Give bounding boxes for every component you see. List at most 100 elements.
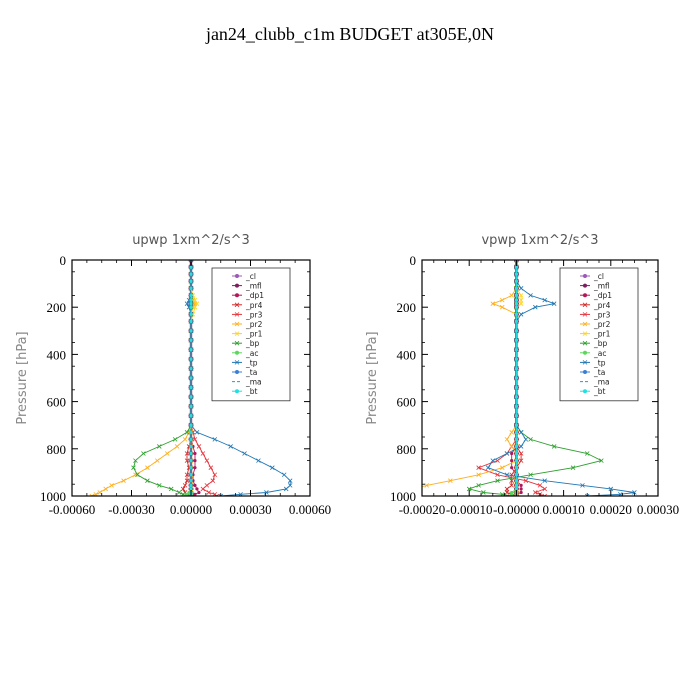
data-point (514, 302, 519, 306)
data-point (519, 490, 523, 495)
legend-entry: _ta (232, 368, 257, 377)
data-point (476, 483, 481, 488)
data-point (184, 451, 190, 456)
legend-label: _dp1 (593, 291, 612, 300)
data-point (584, 493, 590, 496)
data-point (189, 293, 193, 297)
data-point (103, 486, 108, 492)
data-point (189, 483, 193, 487)
data-point (518, 444, 524, 449)
legend-marker (235, 274, 239, 278)
data-point (514, 430, 519, 434)
legend-entry: _pr2 (232, 320, 263, 329)
legend-marker (583, 389, 587, 394)
legend-label: _pr3 (245, 310, 263, 319)
legend-entry: _pr3 (232, 310, 263, 319)
data-point (528, 293, 533, 298)
legend-entry: _mfl (580, 282, 610, 291)
data-point (193, 451, 197, 456)
legend-label: _pr1 (245, 330, 263, 339)
x-tick-label: -0.00030 (108, 502, 155, 517)
y-tick-label: 1000 (390, 489, 416, 504)
series-bt (514, 260, 519, 496)
x-tick-label: -0.00060 (49, 502, 96, 517)
legend-marker (235, 389, 239, 394)
data-point (189, 404, 193, 408)
y-tick-label: 600 (397, 395, 417, 410)
legend-entry: _pr1 (232, 330, 263, 339)
data-point (189, 357, 193, 361)
data-point (174, 444, 180, 449)
data-point (485, 465, 491, 470)
y-tick-label: 600 (47, 395, 67, 410)
data-point (189, 459, 193, 463)
data-point (281, 472, 287, 478)
data-point (192, 297, 198, 303)
data-point (196, 444, 202, 449)
data-point (514, 444, 519, 449)
data-point (466, 486, 472, 492)
data-point (270, 465, 275, 470)
data-point (584, 451, 590, 456)
y-tick-label: 800 (47, 442, 67, 457)
data-point (514, 459, 519, 463)
legend-marker (582, 340, 588, 346)
legend: _cl_mfl_dp1_pr4_pr3_pr2_pr1_bp_ac_tp_ta_… (559, 267, 639, 402)
data-point (476, 465, 481, 470)
data-point (242, 451, 247, 456)
data-point (514, 451, 519, 456)
legend-label: _pr3 (593, 310, 611, 319)
data-point (504, 437, 510, 442)
data-point (523, 437, 529, 442)
data-point (504, 486, 510, 492)
data-point (189, 298, 193, 302)
data-point (184, 458, 190, 463)
legend-label: _dp1 (245, 291, 264, 300)
data-point (184, 472, 190, 478)
data-point (518, 451, 524, 456)
data-point (189, 338, 193, 342)
data-point (168, 486, 174, 492)
data-point (476, 472, 481, 478)
x-tick-label: 0.00030 (637, 502, 679, 517)
x-tick-label: 0.00000 (170, 502, 212, 517)
data-point (514, 279, 519, 283)
data-point (514, 272, 519, 276)
data-point (189, 329, 193, 333)
data-point (514, 376, 519, 380)
data-point (204, 458, 210, 463)
data-point (514, 329, 519, 333)
y-tick-label: 200 (47, 300, 67, 315)
y-tick-label: 400 (47, 347, 67, 362)
data-point (514, 466, 519, 470)
data-point (504, 472, 510, 478)
data-point (184, 429, 190, 435)
y-tick-label: 800 (397, 442, 417, 457)
data-point (176, 490, 182, 495)
data-point (518, 301, 524, 306)
data-point (523, 478, 529, 483)
legend-marker (234, 312, 240, 317)
data-point (182, 437, 188, 442)
legend-entry: _ma (232, 378, 262, 387)
data-point (514, 487, 519, 491)
legend-entry: _ac (232, 349, 258, 358)
legend-entry: _pr3 (580, 310, 611, 319)
data-point (155, 458, 160, 463)
data-point (228, 444, 233, 449)
series-bt (189, 260, 193, 496)
data-point (514, 414, 519, 418)
data-point (532, 490, 538, 495)
legend-label: _cl (593, 272, 604, 281)
data-point (514, 298, 519, 302)
y-tick-label: 1000 (40, 489, 66, 504)
data-point (580, 483, 585, 488)
data-point (172, 437, 178, 442)
legend-label: _pr2 (245, 320, 263, 329)
data-point (210, 478, 216, 483)
data-point (189, 414, 193, 418)
data-point (518, 311, 524, 317)
legend-label: _bp (245, 339, 260, 348)
legend-label: _mfl (593, 282, 610, 291)
legend: _cl_mfl_dp1_pr4_pr3_pr2_pr1_bp_ac_tp_ta_… (211, 267, 291, 402)
